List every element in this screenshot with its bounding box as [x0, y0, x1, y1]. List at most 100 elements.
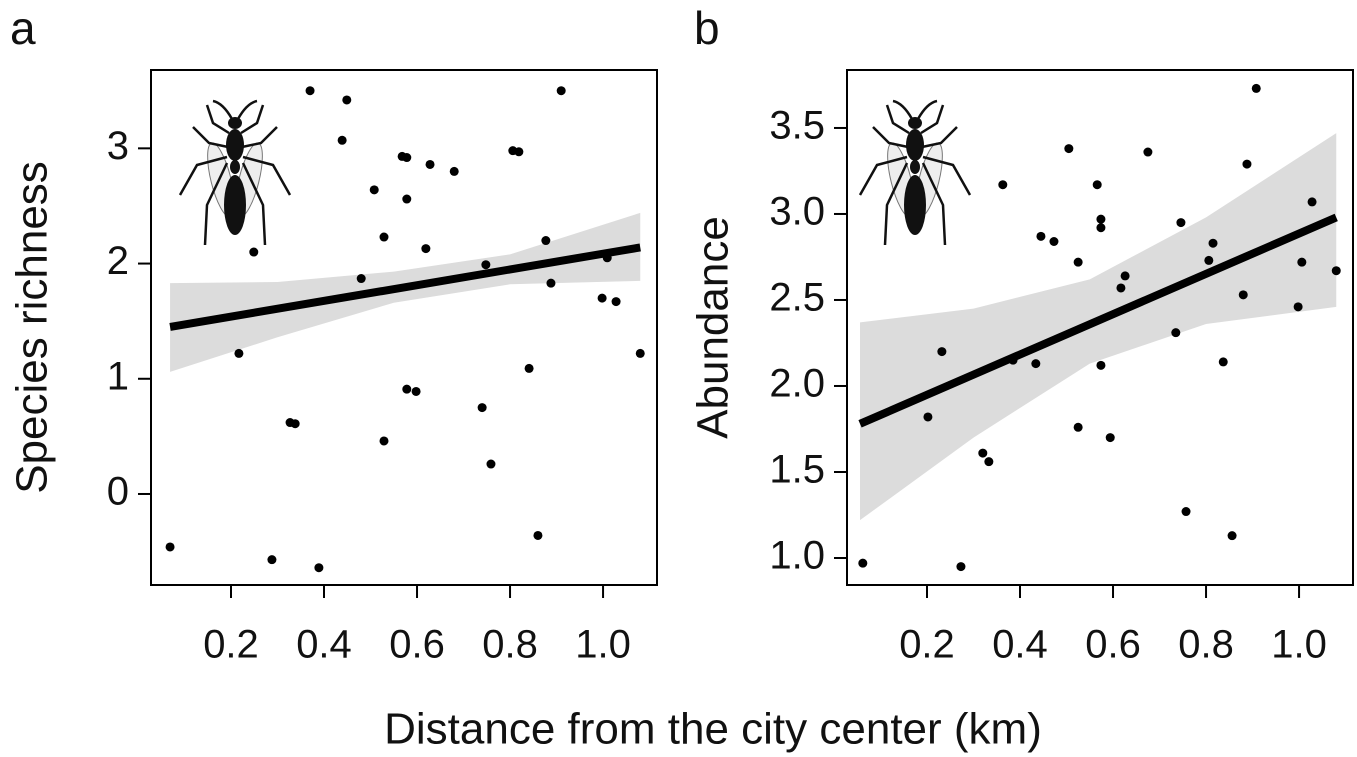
data-point: [425, 159, 435, 169]
y-tick-label: 0: [107, 470, 129, 514]
data-point: [1331, 266, 1341, 276]
y-tick-label: 3: [107, 124, 129, 168]
panel-label: a: [10, 2, 36, 54]
x-tick-label: 0.6: [1085, 623, 1141, 667]
data-point: [314, 563, 324, 573]
data-point: [1218, 357, 1228, 367]
data-point: [1176, 218, 1186, 228]
data-point: [1105, 433, 1115, 443]
data-point: [602, 253, 612, 263]
data-point: [1171, 328, 1181, 338]
data-point: [290, 419, 300, 429]
data-point: [402, 384, 412, 394]
data-point: [1049, 236, 1059, 246]
data-point: [937, 347, 947, 357]
data-point: [1227, 531, 1237, 541]
confidence-band: [860, 133, 1337, 521]
data-point: [379, 232, 389, 242]
data-point: [546, 278, 556, 288]
x-tick-label: 0.2: [203, 623, 259, 667]
x-axis-title: Distance from the city center (km): [384, 705, 1042, 754]
data-point: [379, 436, 389, 446]
y-tick-label: 1.0: [769, 534, 825, 578]
data-point: [481, 260, 491, 270]
data-point: [1242, 159, 1252, 169]
data-point: [421, 244, 431, 254]
plot-frame: [150, 69, 658, 586]
data-point: [1143, 147, 1153, 157]
data-point: [1073, 422, 1083, 432]
y-tick-label: 2: [107, 239, 129, 283]
data-point: [402, 153, 412, 163]
data-point: [858, 558, 868, 568]
x-tick-label: 1.0: [575, 623, 631, 667]
data-point: [524, 363, 534, 373]
x-tick-label: 0.2: [899, 623, 955, 667]
data-point: [1092, 180, 1102, 190]
data-point: [1120, 271, 1130, 281]
data-point: [1096, 360, 1106, 370]
data-point: [1251, 83, 1261, 93]
data-point: [234, 348, 244, 358]
trend-line: [858, 213, 1338, 428]
x-tick-label: 0.4: [296, 623, 352, 667]
data-point: [556, 86, 566, 96]
data-point: [1204, 255, 1214, 265]
data-point: [514, 147, 524, 157]
y-axis-title: Abundance: [689, 216, 738, 439]
data-point: [1238, 290, 1248, 300]
plot-frame: [846, 69, 1354, 586]
data-point: [1208, 238, 1218, 248]
y-tick-label: 2.0: [769, 362, 825, 406]
data-point: [477, 403, 487, 413]
data-point: [369, 185, 379, 195]
data-point: [1064, 144, 1074, 154]
data-point: [533, 530, 543, 540]
data-point: [165, 542, 175, 552]
x-tick-label: 0.8: [1178, 623, 1234, 667]
panel-label: b: [694, 2, 720, 54]
data-point: [305, 86, 315, 96]
x-tick-label: 0.4: [992, 623, 1048, 667]
data-point: [1293, 302, 1303, 312]
data-point: [449, 166, 459, 176]
y-tick-label: 3.5: [769, 104, 825, 148]
data-point: [342, 95, 352, 105]
data-point: [337, 135, 347, 145]
data-point: [1181, 507, 1191, 517]
data-point: [1031, 359, 1041, 369]
y-axis-title: Species richness: [8, 161, 57, 494]
data-point: [402, 194, 412, 204]
y-tick-label: 2.5: [769, 276, 825, 320]
y-tick-label: 3.0: [769, 190, 825, 234]
data-point: [1297, 257, 1307, 267]
y-tick-label: 1.5: [769, 448, 825, 492]
data-point: [978, 448, 988, 458]
wasp-icon: [178, 99, 292, 247]
confidence-band: [170, 212, 641, 372]
x-tick-label: 1.0: [1271, 623, 1327, 667]
data-point: [486, 459, 496, 469]
trend-line: [169, 243, 641, 331]
data-point: [923, 412, 933, 422]
data-point: [984, 457, 994, 467]
data-point: [956, 562, 966, 572]
x-tick-label: 0.8: [482, 623, 538, 667]
data-point: [1073, 257, 1083, 267]
y-tick-label: 1: [107, 354, 129, 398]
data-point: [411, 386, 421, 396]
data-point: [1096, 223, 1106, 233]
data-point: [356, 274, 366, 284]
data-point: [611, 297, 621, 307]
data-point: [1116, 283, 1126, 293]
data-point: [541, 236, 551, 246]
data-point: [1307, 197, 1317, 207]
data-point: [635, 348, 645, 358]
data-point: [1036, 231, 1046, 241]
data-point: [267, 555, 277, 565]
data-point: [1008, 355, 1018, 365]
data-point: [249, 247, 259, 257]
x-tick-label: 0.6: [389, 623, 445, 667]
data-point: [998, 180, 1008, 190]
